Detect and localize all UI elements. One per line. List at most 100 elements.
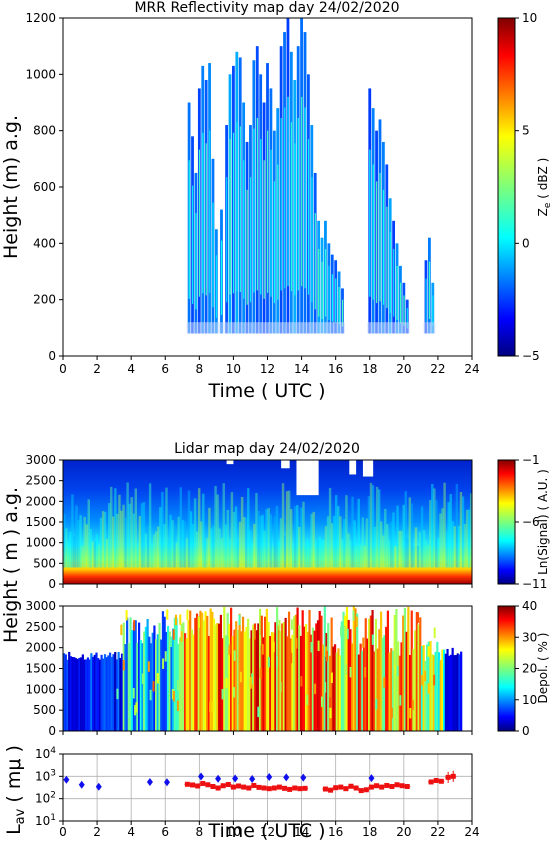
lidar-signal-streak [236, 541, 240, 568]
lidar-signal-streak [373, 526, 377, 568]
lidar-signal-streak [298, 527, 301, 568]
lidar-signal-streak [408, 497, 412, 568]
mrr-echo-base [430, 322, 436, 334]
mrr-echo-base [397, 322, 403, 334]
depol-streak [168, 631, 171, 731]
mrr-echo-column [329, 254, 335, 334]
mrr-echo-base [288, 322, 294, 334]
mrr-echo-column [190, 136, 196, 334]
depol-streak [127, 643, 130, 731]
mrr-echo-base [261, 322, 267, 334]
mrr-echo-column [426, 237, 432, 334]
depol-streaks [63, 606, 463, 731]
lidar-signal-y-tick-label: 1000 [25, 536, 56, 550]
depol-speckle [211, 701, 214, 712]
lidar-signal-y-tick-label: 2000 [25, 494, 56, 508]
depol-streak [262, 637, 265, 731]
depol-speckle [310, 642, 313, 653]
mrr-x-tick-label: 10 [226, 362, 241, 376]
lidar-signal-streak [261, 514, 264, 568]
lidar-signal-streak [347, 533, 350, 568]
depol-speckle [371, 634, 374, 645]
lidar-signal-streak [255, 492, 258, 568]
depol-speckle [344, 615, 347, 626]
depol-streak [344, 622, 347, 731]
lidar-signal-streak [384, 508, 387, 568]
depol-streak [354, 608, 357, 731]
mrr-y-tick-label: 600 [33, 180, 56, 194]
lav-red-marker [368, 784, 374, 790]
mrr-echo-highlight [209, 130, 211, 293]
depol-streak [81, 654, 84, 731]
mrr-echo-highlight [382, 189, 385, 305]
lidar-signal-streak [349, 539, 352, 568]
depol-streak [456, 653, 459, 731]
mrr-echo-base [275, 322, 281, 334]
lidar-signal-streak [275, 505, 279, 568]
depol-speckle [175, 614, 178, 626]
lidar-signal-streak [138, 515, 142, 568]
lav-red-point [189, 782, 196, 788]
lav-red-marker [379, 784, 385, 790]
depol-y-tick-label: 500 [33, 703, 56, 717]
depol-streak [160, 639, 163, 731]
depol-speckle [330, 672, 333, 683]
depol-streak [212, 618, 216, 731]
depol-streak [201, 612, 204, 731]
lidar-signal-streak [101, 511, 105, 568]
depol-streak [368, 618, 371, 731]
lidar-signal-streak [289, 509, 293, 568]
lidar-signal-streak [400, 530, 403, 568]
depol-streak [112, 654, 115, 731]
depol-streak [253, 623, 257, 731]
depol-speckle [239, 671, 242, 683]
mrr-plot-area [62, 17, 473, 357]
lidar-signal-streak [263, 530, 266, 568]
lav-x-tick-label: 14 [294, 825, 309, 839]
depol-streak [260, 615, 263, 731]
depol-colorbar-tick-label: 30 [522, 630, 537, 644]
lidar-signal-streak [332, 516, 336, 568]
depol-streak [170, 641, 173, 731]
lidar-signal-streak [187, 490, 191, 568]
lav-red-marker [225, 782, 231, 788]
lidar-signal-streak [216, 494, 219, 568]
lav-red-marker [215, 785, 221, 791]
lav-x-tick-label: 24 [464, 825, 479, 839]
depol-streak [252, 624, 255, 731]
lidar-signal-streak [148, 483, 152, 568]
lav-y-tick-label: 102 [35, 791, 56, 806]
mrr-x-tick-label: 2 [93, 362, 101, 376]
depol-streak [238, 613, 241, 731]
depol-speckle [306, 694, 309, 706]
mrr-echo-highlight [205, 143, 207, 296]
depol-streak [408, 655, 412, 731]
lidar-signal-streak [112, 516, 115, 568]
mrr-echo-column [193, 172, 199, 334]
mrr-echo-base [203, 322, 209, 334]
lidar-signal-streak [146, 525, 150, 568]
mrr-y-tick-label: 800 [33, 124, 56, 138]
lidar-signal-streak [85, 524, 88, 568]
depol-streak [211, 611, 214, 731]
depol-streak [206, 615, 209, 731]
lav-red-point [358, 788, 365, 794]
lav-red-point [225, 782, 232, 788]
mrr-echo-base [207, 322, 213, 334]
lidar-signal-streak [457, 525, 461, 568]
depol-speckle [149, 689, 152, 701]
mrr-y-tick-label: 1200 [25, 11, 56, 25]
lidar-signal-streak [87, 499, 90, 568]
depol-streak [318, 610, 321, 731]
depol-speckle [362, 637, 365, 648]
lidar-signal-streak [390, 521, 393, 568]
depol-streak [277, 625, 280, 731]
depol-colorbar [497, 605, 516, 732]
depol-speckle [345, 664, 348, 675]
depol-streak [117, 652, 120, 731]
lidar-signal-streak [455, 483, 459, 568]
depol-y-tick-label: 0 [48, 724, 56, 738]
mrr-echo-highlight [393, 248, 395, 317]
lidar-signal-streak [326, 516, 330, 568]
lidar-signal-streak [410, 503, 414, 568]
